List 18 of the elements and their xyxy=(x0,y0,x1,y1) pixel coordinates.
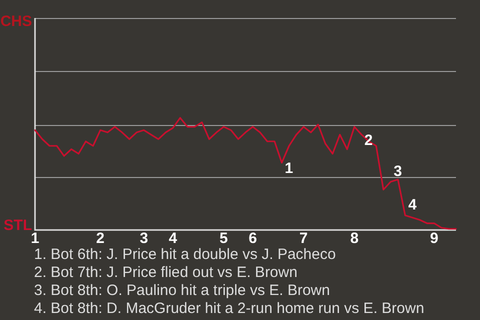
x-tick-label: 4 xyxy=(168,230,178,248)
x-tick-label: 5 xyxy=(220,230,228,248)
text: 4. Bot 8th: D. MacGruder hit a 2-run home run vs E. Brown xyxy=(34,300,426,318)
annotation: 4 xyxy=(408,196,418,214)
annotation: 1 xyxy=(284,160,294,177)
x-tick-label: 3 xyxy=(140,230,148,248)
x-tick-label: 7 xyxy=(299,230,308,248)
x-tick-label: 8 xyxy=(350,230,359,248)
text: 2. Bot 7th: J. Price flied out vs E. Brown xyxy=(34,264,298,282)
annotation: 3 xyxy=(394,162,402,180)
x-tick-label: 6 xyxy=(248,230,257,248)
text: 3. Bot 8th: O. Paulino hit a triple vs E. Brown xyxy=(34,282,331,300)
text: CHS xyxy=(0,13,32,30)
x-tick-label: 9 xyxy=(430,230,438,248)
x-tick-label: 2 xyxy=(96,230,104,248)
x-tick-label: 1 xyxy=(30,230,40,248)
text: STL xyxy=(2,217,32,234)
text: 1. Bot 6th: J. Price hit a double vs J. Pacheco xyxy=(34,246,337,264)
